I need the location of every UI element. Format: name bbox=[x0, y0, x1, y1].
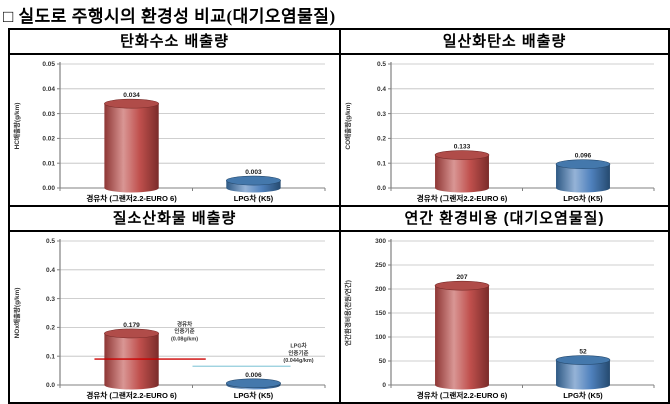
bar-lpg-bottom bbox=[226, 183, 281, 193]
chart-panel-annual-cost: 연간 환경비용 (대기오염물질) 0 50 100 150 200 250 300 연간환경비… bbox=[339, 205, 668, 402]
chart-title-carbon-monoxide: 일산화탄소 배출량 bbox=[341, 30, 668, 55]
category-label: 경유차 (그랜저2.2-EURO 6) bbox=[417, 390, 508, 400]
y-tick-label: 0.00 bbox=[42, 185, 55, 192]
bar-diesel-bottom bbox=[104, 183, 159, 193]
y-tick-label: 0.1 bbox=[46, 353, 55, 360]
y-tick-label: 0.05 bbox=[42, 61, 55, 68]
bar-value-label: 52 bbox=[579, 349, 587, 356]
y-axis-label: 연간환경비용(천원/연간) bbox=[343, 280, 352, 346]
bar-value-label: 207 bbox=[457, 274, 468, 281]
y-tick-label: 0.3 bbox=[377, 111, 386, 118]
bar-value-label: 0.003 bbox=[245, 169, 262, 176]
bar-diesel-top bbox=[434, 280, 490, 291]
document-title: □ 실도로 주행시의 환경성 비교(대기오염물질) bbox=[3, 7, 336, 26]
y-axis-label: NOx배출량(g/km) bbox=[12, 288, 21, 339]
bar-diesel-body bbox=[104, 103, 159, 188]
diesel-certification-line-label: 인증기준 bbox=[174, 327, 194, 335]
bar-lpg-bottom bbox=[556, 380, 610, 390]
bar-lpg-top bbox=[225, 378, 281, 389]
y-tick-label: 0.2 bbox=[46, 325, 55, 332]
bar-diesel-bottom bbox=[435, 380, 489, 390]
y-tick-label: 0.04 bbox=[42, 86, 55, 93]
category-label: 경유차 (그랜저2.2-EURO 6) bbox=[86, 390, 177, 400]
y-tick-label: 0.01 bbox=[42, 160, 55, 167]
chart-panel-hydrocarbon: 탄화수소 배출량 0.00 0.01 0.02 0.03 0.04 0.05 HC배출량(g… bbox=[10, 30, 339, 205]
category-label: LPG차 (K5) bbox=[563, 390, 603, 400]
bar-lpg-body bbox=[556, 164, 610, 188]
bar-diesel-top bbox=[104, 98, 160, 109]
chart-title-annual-cost: 연간 환경비용 (대기오염물질) bbox=[341, 207, 668, 232]
y-tick-label: 50 bbox=[379, 358, 387, 365]
bar-value-label: 0.179 bbox=[123, 322, 140, 329]
chart-grid: 탄화수소 배출량 0.00 0.01 0.02 0.03 0.04 0.05 HC배출량(g… bbox=[8, 28, 670, 404]
bar-diesel-body bbox=[435, 285, 489, 385]
lpg-certification-line-label: 인증기준 bbox=[288, 349, 308, 357]
bar-diesel-bottom bbox=[104, 380, 159, 390]
category-label: 경유차 (그랜저2.2-EURO 6) bbox=[417, 193, 508, 203]
y-tick-label: 150 bbox=[375, 310, 386, 317]
chart-panel-nox: 질소산화물 배출량 0.0 0.1 0.2 0.3 0.4 0.5 NOx배출량(g/km)… bbox=[10, 205, 339, 402]
y-tick-label: 0.4 bbox=[46, 267, 55, 274]
y-tick-label: 0.5 bbox=[46, 238, 55, 245]
y-tick-label: 100 bbox=[375, 334, 386, 341]
bar-lpg-top bbox=[225, 175, 281, 186]
chart-plot-annual-cost: 0 50 100 150 200 250 300 연간환경비용(천원/연간) 207 경유차 (그… bbox=[343, 238, 655, 400]
y-tick-label: 0 bbox=[382, 382, 386, 389]
bar-lpg-top bbox=[555, 159, 611, 169]
y-tick-label: 0.0 bbox=[377, 185, 386, 192]
lpg-certification-line-label: LPG차 bbox=[290, 342, 307, 350]
bar-diesel-body bbox=[435, 155, 489, 188]
bar-diesel-top bbox=[104, 328, 160, 339]
chart-panel-carbon-monoxide: 일산화탄소 배출량 0.0 0.1 0.2 0.3 0.4 0.5 CO배출량(g/km) 0… bbox=[339, 30, 668, 205]
y-tick-label: 200 bbox=[375, 286, 386, 293]
y-tick-label: 0.03 bbox=[42, 111, 55, 118]
y-tick-label: 0.0 bbox=[46, 382, 55, 389]
chart-plot-hydrocarbon: 0.00 0.01 0.02 0.03 0.04 0.05 HC배출량(g/km) 0.034… bbox=[12, 61, 326, 203]
bar-lpg-top bbox=[555, 355, 611, 365]
bar-value-label: 0.006 bbox=[245, 372, 262, 379]
diesel-certification-line-label: 경유차 bbox=[177, 320, 193, 328]
chart-title-nox: 질소산화물 배출량 bbox=[10, 207, 339, 232]
y-tick-label: 250 bbox=[375, 262, 386, 269]
y-tick-label: 0.4 bbox=[377, 86, 386, 93]
chart-plot-nox: 0.0 0.1 0.2 0.3 0.4 0.5 NOx배출량(g/km) 0.179 경유차 (… bbox=[12, 238, 326, 400]
y-tick-label: 0.2 bbox=[377, 136, 386, 143]
y-axis-label: CO배출량(g/km) bbox=[343, 102, 352, 149]
bar-diesel-top bbox=[434, 150, 490, 160]
y-axis-label: HC배출량(g/km) bbox=[12, 103, 21, 150]
bar-lpg-bottom bbox=[556, 183, 610, 193]
category-label: LPG차 (K5) bbox=[234, 390, 274, 400]
y-tick-label: 0.1 bbox=[377, 160, 386, 167]
category-label: 경유차 (그랜저2.2-EURO 6) bbox=[86, 193, 177, 203]
y-tick-label: 0.02 bbox=[42, 136, 55, 143]
category-label: LPG차 (K5) bbox=[234, 193, 274, 203]
bar-diesel-bottom bbox=[435, 183, 489, 193]
bar-value-label: 0.034 bbox=[123, 92, 140, 99]
category-label: LPG차 (K5) bbox=[563, 193, 603, 203]
lpg-certification-line-label: (0.044g/km) bbox=[283, 358, 313, 364]
chart-title-hydrocarbon: 탄화수소 배출량 bbox=[10, 30, 339, 55]
bar-value-label: 0.133 bbox=[454, 144, 471, 151]
diesel-certification-line-label: (0.08g/km) bbox=[171, 336, 198, 342]
chart-plot-carbon-monoxide: 0.0 0.1 0.2 0.3 0.4 0.5 CO배출량(g/km) 0.133 경유차 (그… bbox=[343, 61, 655, 203]
y-tick-label: 0.5 bbox=[377, 61, 386, 68]
bar-value-label: 0.096 bbox=[575, 153, 592, 160]
y-tick-label: 300 bbox=[375, 238, 386, 245]
y-tick-label: 0.3 bbox=[46, 296, 55, 303]
